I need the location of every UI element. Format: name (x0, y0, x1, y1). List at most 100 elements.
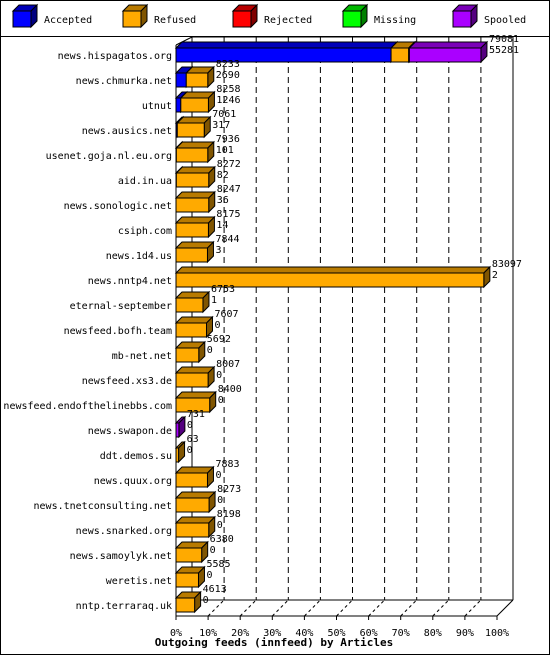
offered-count-label: 8400 (218, 384, 242, 395)
offered-count-label: 5585 (206, 559, 230, 570)
bar-row (174, 165, 216, 189)
floor-grid-line (432, 599, 450, 617)
bar-row (174, 265, 492, 289)
bar-row (174, 390, 217, 414)
bar-segment-refused (174, 390, 217, 414)
accepted-count-label: 3 (215, 245, 221, 256)
category-label: news.nntp4.net (88, 276, 172, 287)
bar-row (174, 65, 215, 89)
x-axis-title: Outgoing feeds (innfeed) by Articles (155, 636, 393, 649)
category-label: aid.in.ua (118, 176, 172, 187)
offered-count-label: 7607 (214, 309, 238, 320)
category-label: newsfeed.xs3.de (82, 376, 172, 387)
accepted-count-label: 0 (187, 420, 193, 431)
grid-lines (175, 37, 498, 620)
bar-row (174, 115, 212, 139)
bar-segment-refused (174, 240, 215, 264)
floor-grid-line (464, 599, 482, 617)
bar-segment-refused (174, 340, 206, 364)
category-label: utnut (142, 101, 172, 112)
category-label: ddt.demos.su (100, 451, 172, 462)
accepted-count-label: 0 (218, 395, 224, 406)
category-label: eternal-september (70, 301, 172, 312)
offered-count-label: 63 (187, 434, 199, 445)
offered-count-label: 8258 (216, 84, 240, 95)
accepted-count-label: 14 (216, 220, 228, 231)
category-label: news.samoylyk.net (70, 551, 172, 562)
bar-segment-refused (174, 515, 216, 539)
offered-count-label: 8175 (216, 209, 240, 220)
offered-count-label: 8273 (217, 484, 241, 495)
bar-row (174, 40, 489, 64)
bar-row (174, 240, 215, 264)
x-tick-label: 90% (456, 628, 474, 639)
legend-label-spooled: Spooled (484, 15, 526, 26)
accepted-count-label: 0 (214, 320, 220, 331)
offered-count-label: 6753 (211, 284, 235, 295)
category-label: nntp.terraraq.uk (76, 601, 172, 612)
x-tick-label: 50% (327, 628, 345, 639)
y-axis-top-edge (175, 36, 193, 46)
offered-count-label: 8233 (216, 59, 240, 70)
accepted-count-label: 0 (210, 545, 216, 556)
x-tick-labels: 0% 10% 20% 30% 40% 50% 60% 70% 80% 90% 100% (170, 628, 509, 639)
bar-segment-refused (174, 315, 214, 339)
floor-grid-line (207, 599, 225, 617)
offered-count-label: 6380 (210, 534, 234, 545)
floor-grid-line (304, 599, 321, 617)
category-label: news.swapon.de (88, 426, 172, 437)
bar-row (174, 590, 202, 614)
bar-segment-refused (179, 90, 216, 114)
category-label: news.hispagatos.org (58, 51, 172, 62)
bar-segment-refused (174, 265, 492, 289)
offered-count-label: 8198 (217, 509, 241, 520)
offered-count-label: 7844 (215, 234, 239, 245)
offered-count-label: 7061 (212, 109, 236, 120)
bar-segment-refused (174, 540, 209, 564)
floor-grid-line (336, 599, 353, 617)
floor-grid-line (368, 599, 385, 617)
accepted-count-label: 0 (217, 495, 223, 506)
bar-segment-refused (174, 565, 206, 589)
accepted-count-label: 101 (216, 145, 234, 156)
bar-row (174, 90, 216, 114)
offered-count-label: 8247 (217, 184, 241, 195)
legend-swatch-missing (341, 3, 369, 29)
category-label: news.ausics.net (82, 126, 172, 137)
bar-row (174, 340, 206, 364)
floor-grid-line (239, 599, 257, 617)
accepted-count-label: 0 (216, 370, 222, 381)
bar-segment-refused (174, 490, 217, 514)
legend-label-missing: Missing (374, 15, 416, 26)
legend-swatch-accepted (11, 3, 39, 29)
floor-grid-line (271, 599, 289, 617)
category-label: csiph.com (118, 226, 172, 237)
accepted-count-label: 0 (203, 595, 209, 606)
bar-segment-refused (174, 465, 215, 489)
category-label: news.chmurka.net (76, 76, 172, 87)
category-label: news.tnetconsulting.net (34, 501, 172, 512)
bar-row (174, 415, 187, 439)
bar-row (174, 490, 217, 514)
category-label: newsfeed.bofh.team (64, 326, 172, 337)
bar-segment-refused (174, 590, 202, 614)
bar-row (174, 140, 215, 164)
bar-row (174, 190, 216, 214)
offered-count-label: 79081 (489, 34, 519, 45)
offered-count-label: 731 (187, 409, 205, 420)
accepted-count-label: 0 (206, 570, 212, 581)
offered-count-label: 4613 (203, 584, 227, 595)
category-label: weretis.net (106, 576, 172, 587)
accepted-count-label: 0 (217, 520, 223, 531)
bar-segment-spooled (408, 40, 489, 64)
accepted-count-label: 0 (215, 470, 221, 481)
accepted-count-label: 2690 (216, 70, 240, 81)
category-label: usenet.goja.nl.eu.org (46, 151, 172, 162)
floor-grid-line (400, 599, 418, 617)
legend-label-rejected: Rejected (264, 15, 312, 26)
bar-row (174, 290, 211, 314)
category-label: newsfeed.endofthelinebbs.com (3, 401, 172, 412)
bar-row (174, 565, 206, 589)
